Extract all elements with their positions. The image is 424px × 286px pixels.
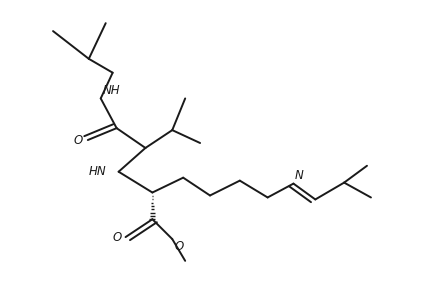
- Text: NH: NH: [103, 84, 120, 97]
- Text: O: O: [73, 134, 83, 146]
- Text: O: O: [174, 241, 184, 253]
- Text: N: N: [294, 169, 303, 182]
- Text: HN: HN: [89, 165, 107, 178]
- Text: O: O: [112, 231, 121, 244]
